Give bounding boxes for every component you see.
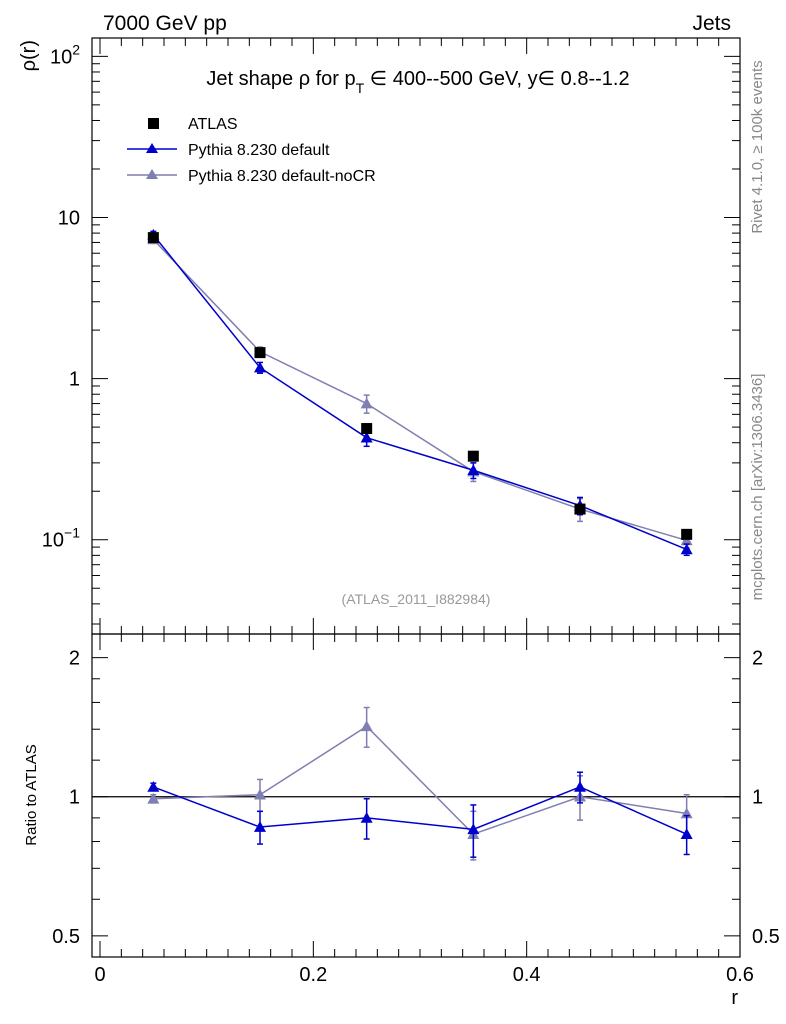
x-tick-label: 0.4	[513, 964, 541, 986]
ratio-point-nocr	[254, 788, 266, 800]
x-tick-label: 0.6	[726, 964, 754, 986]
data-point-default	[254, 361, 266, 373]
y-tick-label-base: 10	[58, 207, 80, 229]
ratio-tick-label-right: 1	[752, 787, 763, 809]
ratio-tick-label-left: 0.5	[52, 926, 80, 948]
ratio-point-default	[147, 780, 160, 792]
ratio-tick-label-right: 2	[752, 648, 763, 670]
chart-title: Jet shape ρ for pT ∈ 400--500 GeV, y∈ 0.…	[206, 68, 629, 96]
y-tick-label-base: 10	[50, 46, 72, 68]
legend-marker-default	[146, 143, 158, 153]
legend-label-default: Pythia 8.230 default	[188, 142, 330, 159]
rivet-version-label: Rivet 4.1.0, ≥ 100k events	[749, 60, 766, 233]
ratio-tick-label-left: 2	[69, 648, 80, 670]
ratio-point-default	[574, 780, 586, 792]
header-category-label: Jets	[692, 12, 731, 35]
y-tick-label: 10	[58, 207, 80, 229]
chart-title-subscript: T	[356, 80, 365, 96]
ratio-axis-label: Ratio to ATLAS	[23, 744, 40, 845]
legend-label-atlas: ATLAS	[188, 116, 238, 133]
data-point-atlas	[574, 503, 586, 515]
data-point-atlas	[361, 423, 373, 435]
data-point-atlas	[467, 450, 479, 462]
ratio-line-nocr	[153, 725, 687, 836]
data-point-atlas	[254, 347, 266, 359]
header-energy-label: 7000 GeV pp	[103, 12, 227, 35]
mcplots-reference-label: mcplots.cern.ch [arXiv:1306.3436]	[749, 374, 766, 601]
ratio-point-nocr	[360, 720, 373, 732]
x-axis-label: r	[731, 987, 738, 1009]
analysis-tag: (ATLAS_2011_I882984)	[342, 591, 491, 607]
ratio-panel-frame	[91, 633, 741, 958]
x-tick-label: 0.2	[299, 964, 327, 986]
y-tick-label: 10−1	[42, 525, 80, 552]
data-point-atlas	[681, 528, 693, 540]
series-line-default	[152, 234, 687, 551]
data-point-nocr	[360, 397, 373, 409]
ratio-point-default	[254, 821, 266, 832]
y-axis-label: ρ(r)	[18, 40, 40, 71]
chart-title-suffix: ∈ 400--500 GeV, y∈ 0.8--1.2	[364, 68, 629, 90]
data-point-default	[360, 431, 373, 443]
ratio-tick-label-left: 1	[69, 787, 80, 809]
legend-label-nocr: Pythia 8.230 default-noCR	[188, 168, 376, 185]
ratio-point-nocr	[147, 792, 160, 804]
y-tick-label: 102	[50, 41, 80, 68]
y-tick-label-exponent: −1	[64, 525, 80, 541]
chart-title-prefix: Jet shape ρ for p	[206, 68, 355, 90]
ratio-point-default	[680, 828, 693, 839]
series-line-nocr	[152, 238, 687, 542]
ratio-point-default	[467, 823, 480, 835]
y-tick-label-base: 1	[69, 369, 80, 391]
legend: ATLAS Pythia 8.230 default Pythia 8.230 …	[127, 116, 376, 185]
data-point-atlas	[147, 232, 159, 244]
ratio-tick-label-right: 0.5	[752, 926, 780, 948]
main-series-layer	[147, 228, 693, 557]
ratio-line-default	[153, 786, 687, 835]
ratio-point-default	[360, 811, 373, 823]
y-tick-label: 1	[69, 369, 80, 391]
data-point-default	[680, 543, 693, 555]
legend-marker-nocr	[146, 169, 158, 179]
legend-marker-atlas	[148, 118, 159, 129]
data-point-default	[467, 464, 480, 476]
y-tick-label-base: 10	[42, 530, 64, 552]
ratio-series-layer	[147, 706, 693, 861]
x-tick-label: 0	[94, 964, 105, 986]
y-tick-label-exponent: 2	[72, 41, 80, 57]
